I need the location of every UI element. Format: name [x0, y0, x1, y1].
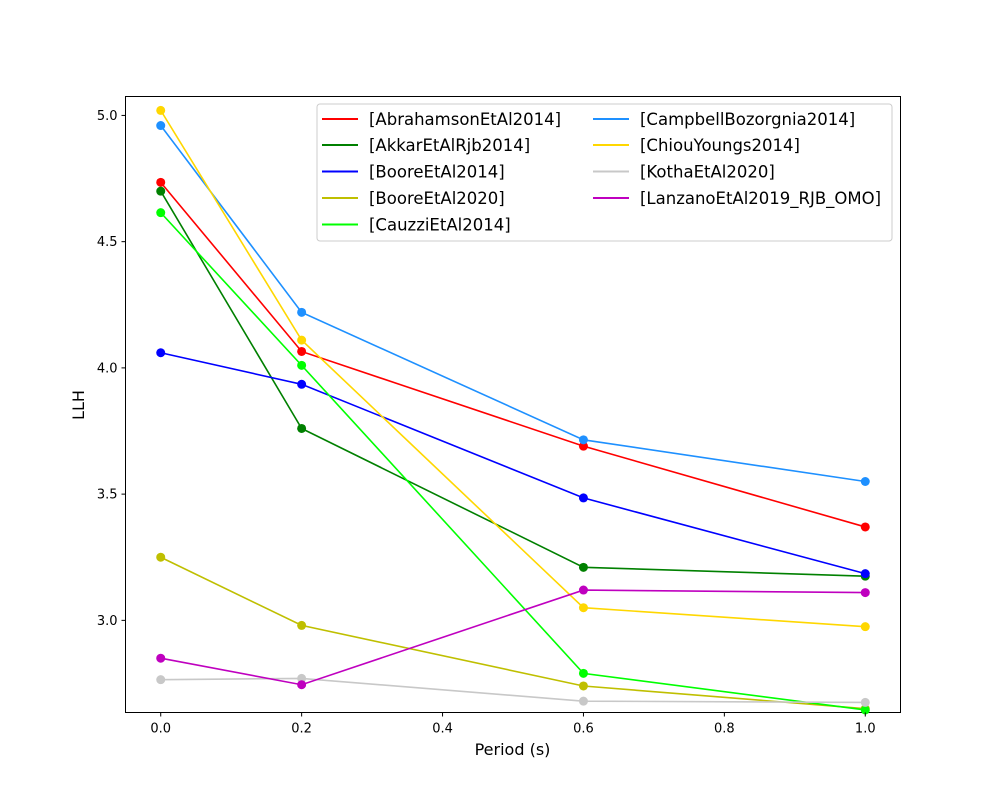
y-tick-label: 4.5	[97, 235, 118, 250]
data-point	[297, 335, 307, 345]
x-axis-label: Period (s)	[475, 740, 551, 759]
data-point	[297, 423, 307, 433]
data-point	[578, 585, 588, 595]
series-booreetal2014	[156, 348, 870, 579]
data-point	[156, 552, 166, 562]
legend-label: [CauzziEtAl2014]	[369, 216, 511, 235]
series-line	[160, 351, 866, 575]
legend-item: [KothaEtAl2020]	[593, 163, 775, 182]
data-point	[297, 673, 307, 683]
data-point	[297, 360, 307, 370]
data-point	[860, 477, 870, 486]
series-abrahamsonetal2014	[156, 177, 870, 532]
data-point	[156, 348, 166, 358]
data-point	[156, 653, 166, 663]
y-tick-label: 5.0	[97, 109, 118, 124]
data-point	[578, 696, 588, 706]
data-point	[578, 562, 588, 572]
data-point	[297, 620, 307, 630]
legend-label: [KothaEtAl2020]	[640, 163, 775, 182]
data-point	[297, 379, 307, 389]
data-point	[578, 603, 588, 613]
legend-item: [BooreEtAl2020]	[322, 189, 505, 208]
legend-item: [CampbellBozorgnia2014]	[593, 110, 855, 129]
series-layer	[156, 105, 870, 715]
legend-label: [BooreEtAl2020]	[369, 189, 505, 208]
data-point	[578, 441, 588, 451]
series-line	[160, 109, 866, 628]
legend-label: [BooreEtAl2014]	[369, 163, 505, 182]
series-campbellbozorgnia2014	[156, 121, 870, 486]
legend-item: [ChiouYoungs2014]	[593, 136, 800, 155]
legend-item: [AbrahamsonEtAl2014]	[322, 110, 561, 129]
data-point	[860, 622, 870, 632]
data-point	[860, 697, 870, 707]
legend-label: [ChiouYoungs2014]	[640, 136, 800, 155]
data-point	[156, 186, 166, 196]
data-point	[156, 177, 166, 187]
x-tick-label: 0.2	[291, 722, 312, 737]
legend-item: [CauzziEtAl2014]	[322, 216, 511, 235]
data-point	[860, 588, 870, 598]
y-axis-label: LLH	[69, 390, 88, 420]
legend-label: [LanzanoEtAl2019_RJB_OMO]	[640, 189, 881, 209]
legend-label: [AbrahamsonEtAl2014]	[369, 110, 561, 129]
data-point	[156, 105, 166, 115]
data-point	[578, 435, 588, 445]
x-tick-label: 0.0	[150, 722, 171, 737]
series-line	[160, 125, 866, 483]
data-point	[860, 522, 870, 532]
data-point	[578, 668, 588, 678]
y-tick-label: 3.0	[97, 614, 118, 629]
x-axis: 0.0 0.2 0.4 0.6 0.8 1.0	[150, 712, 876, 737]
legend-label: [AkkarEtAlRjb2014]	[369, 136, 530, 155]
series-line	[160, 677, 866, 704]
series-line	[160, 589, 866, 686]
data-point	[156, 675, 166, 685]
data-point	[297, 680, 307, 690]
y-tick-label: 4.0	[97, 361, 118, 376]
legend-item: [BooreEtAl2014]	[322, 163, 505, 182]
x-tick-label: 0.4	[432, 722, 453, 737]
y-tick-label: 3.5	[97, 488, 118, 503]
data-point	[297, 346, 307, 356]
data-point	[156, 121, 166, 131]
legend: [AbrahamsonEtAl2014] [AkkarEtAlRjb2014] [B…	[316, 103, 893, 242]
data-point	[156, 208, 166, 218]
legend-item: [LanzanoEtAl2019_RJB_OMO]	[593, 189, 881, 209]
legend-label: [CampbellBozorgnia2014]	[640, 110, 855, 129]
data-point	[860, 569, 870, 579]
data-point	[860, 705, 870, 715]
series-line	[160, 181, 866, 528]
series-line	[160, 190, 866, 577]
data-point	[578, 681, 588, 691]
data-point	[578, 493, 588, 503]
x-tick-label: 0.6	[573, 722, 594, 737]
x-tick-label: 1.0	[855, 722, 876, 737]
x-tick-label: 0.8	[714, 722, 735, 737]
series-chiouyoungs2014	[156, 105, 870, 632]
legend-item: [AkkarEtAlRjb2014]	[322, 136, 530, 155]
series-cauzzietal2014	[156, 208, 870, 715]
series-lanzanoetal2019-rjb-omo	[156, 585, 870, 690]
data-point	[297, 307, 307, 317]
series-line	[160, 556, 866, 710]
y-axis: 3.0 3.5 4.0 4.5 5.0	[97, 109, 126, 629]
series-line	[160, 212, 866, 711]
series-kothaetal2020	[156, 673, 870, 707]
